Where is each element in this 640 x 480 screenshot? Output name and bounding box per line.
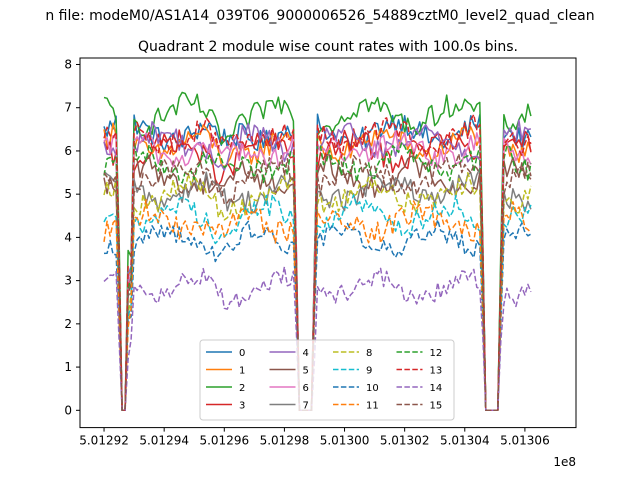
legend-label-3: 3: [239, 401, 245, 412]
legend-label-15: 15: [430, 401, 443, 412]
legend-label-10: 10: [366, 383, 379, 394]
y-tick-label: 3: [64, 274, 72, 288]
legend-label-6: 6: [303, 383, 309, 394]
x-offset-label: 1e8: [553, 455, 576, 469]
legend-label-4: 4: [303, 348, 309, 359]
series-line-11: [103, 199, 532, 412]
y-tick-label: 5: [64, 187, 72, 201]
legend-label-11: 11: [366, 401, 379, 412]
y-tick-label: 0: [64, 403, 72, 417]
y-tick-label: 7: [64, 101, 72, 115]
x-tick-label: 5.01300: [320, 434, 370, 448]
y-tick-label: 6: [64, 144, 72, 158]
y-tick-label: 4: [64, 230, 72, 244]
series-line-15: [103, 153, 532, 412]
series-line-13: [103, 113, 532, 412]
legend-box: [199, 339, 455, 421]
legend-label-13: 13: [430, 366, 443, 377]
x-tick-label: 5.01304: [440, 434, 490, 448]
legend-label-5: 5: [303, 366, 309, 377]
y-tick-label: 2: [64, 317, 72, 331]
x-tick-label: 5.01302: [380, 434, 430, 448]
x-axis: 5.01292 5.01294 5.01296 5.01298 5.01300 5.013…: [79, 427, 550, 448]
legend-label-1: 1: [239, 366, 245, 377]
y-axis: 0 1 2 3 4 5 6 7 8: [64, 57, 80, 417]
x-tick-label: 5.01292: [79, 434, 129, 448]
x-tick-label: 5.01298: [260, 434, 310, 448]
chart-title: Quadrant 2 module wise count rates with …: [138, 39, 518, 55]
legend-label-9: 9: [366, 366, 372, 377]
y-tick-label: 1: [64, 360, 72, 374]
series-line-10: [103, 219, 532, 412]
legend-label-14: 14: [430, 383, 443, 394]
legend-label-7: 7: [303, 401, 309, 412]
axes-frame: [79, 57, 577, 429]
legend-label-0: 0: [239, 348, 245, 359]
legend-label-8: 8: [366, 348, 372, 359]
x-tick-label: 5.01296: [199, 434, 249, 448]
y-tick-label: 8: [64, 57, 72, 71]
series-line-7: [103, 167, 532, 412]
figure-suptitle: n file: modeM0/AS1A14_039T06_9000006526_…: [45, 8, 594, 24]
x-tick-label: 5.01294: [139, 434, 189, 448]
x-tick-label: 5.01306: [500, 434, 550, 448]
series-line-9: [103, 193, 532, 412]
legend-label-12: 12: [430, 348, 443, 359]
legend-label-2: 2: [239, 383, 245, 394]
series-lines: [103, 91, 532, 412]
series-line-14: [103, 266, 532, 412]
